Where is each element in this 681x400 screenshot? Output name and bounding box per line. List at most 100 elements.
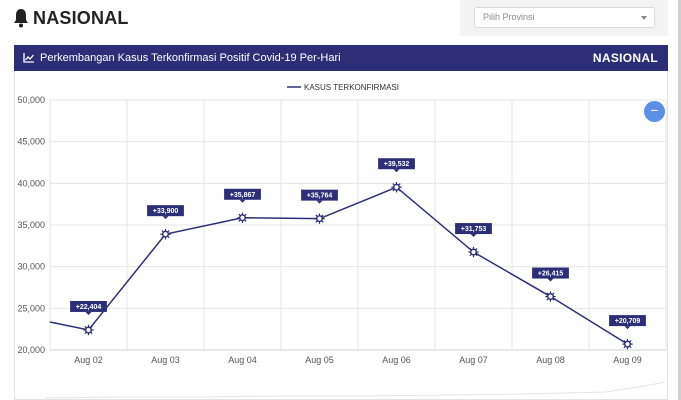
- virus-marker-spike: [629, 345, 632, 349]
- x-tick-label: Aug 03: [151, 355, 180, 365]
- data-label-pointer: [85, 311, 92, 315]
- data-label-box: [147, 205, 184, 217]
- virus-marker-core: [85, 326, 92, 334]
- virus-marker-spike: [398, 188, 401, 192]
- province-select[interactable]: Pilih Provinsi: [474, 7, 655, 28]
- data-label: +31,753: [455, 223, 492, 238]
- data-label-pointer: [624, 326, 631, 330]
- data-labels: +22,404 +33,900 +35,867 +35,764 +39,532 +31,7…: [70, 158, 646, 330]
- series-line: [49, 186, 628, 345]
- data-label-pointer: [162, 216, 169, 220]
- virus-marker-spike: [84, 331, 87, 335]
- navigator-preview: [45, 381, 665, 399]
- bell-icon: [14, 9, 28, 28]
- virus-marker-spike: [238, 213, 241, 217]
- virus-marker-core: [162, 230, 169, 238]
- zoom-out-button[interactable]: −: [644, 101, 665, 122]
- data-label: +35,867: [224, 188, 261, 203]
- data-point-marker: [468, 246, 479, 258]
- x-tick-label: Aug 05: [305, 355, 334, 365]
- virus-marker-spike: [546, 298, 549, 301]
- y-tick-label: 40,000: [17, 178, 45, 188]
- virus-marker-spike: [552, 292, 555, 295]
- chart-legend: KASUS TERKONFIRMASI: [287, 83, 399, 92]
- x-tick-label: Aug 02: [74, 355, 103, 365]
- virus-marker-spike: [475, 253, 478, 257]
- data-points: [83, 182, 633, 350]
- virus-marker-spike: [167, 235, 170, 239]
- virus-marker-spike: [90, 331, 93, 335]
- virus-marker-core: [393, 183, 400, 191]
- top-bar: NASIONAL Pilih Provinsi: [0, 0, 681, 40]
- scrollbar[interactable]: [678, 0, 681, 400]
- virus-marker-core: [239, 214, 246, 222]
- data-point-marker: [314, 213, 325, 224]
- virus-marker-spike: [469, 247, 472, 251]
- virus-marker-spike: [392, 183, 395, 186]
- virus-marker-spike: [398, 183, 401, 186]
- y-tick-label: 35,000: [17, 220, 45, 230]
- data-point-marker: [83, 324, 94, 336]
- data-label-pointer: [316, 200, 323, 204]
- chart-panel-title: Perkembangan Kasus Terkonfirmasi Positif…: [40, 52, 341, 64]
- province-select-value: Pilih Provinsi: [483, 12, 535, 22]
- data-label: +20,709: [609, 315, 646, 330]
- data-label-text: +20,709: [615, 318, 641, 325]
- data-label: +39,532: [378, 158, 415, 173]
- virus-marker-spike: [315, 214, 318, 218]
- data-point-marker: [391, 182, 402, 193]
- y-tick-label: 25,000: [17, 303, 45, 313]
- virus-marker-spike: [629, 339, 632, 343]
- virus-marker-spike: [238, 219, 241, 222]
- virus-marker-spike: [623, 345, 626, 349]
- data-label-box: [455, 223, 492, 235]
- data-point-marker: [237, 212, 248, 223]
- chevron-down-icon: [641, 16, 647, 20]
- y-tick-label: 45,000: [17, 137, 45, 147]
- virus-marker-spike: [167, 230, 170, 233]
- data-point-marker: [622, 338, 633, 350]
- data-label-box: [224, 188, 261, 200]
- legend-label: KASUS TERKONFIRMASI: [304, 83, 399, 92]
- data-label-text: +22,404: [76, 304, 102, 311]
- data-label-text: +33,900: [153, 208, 179, 215]
- x-tick-label: Aug 07: [459, 355, 488, 365]
- data-label: +26,415: [532, 267, 569, 282]
- x-tick-label: Aug 08: [536, 355, 565, 365]
- virus-marker-spike: [546, 292, 549, 295]
- x-tick-label: Aug 06: [382, 355, 411, 365]
- data-label-box: [532, 267, 569, 279]
- virus-marker-spike: [315, 220, 318, 223]
- data-label: +33,900: [147, 205, 184, 220]
- data-label-pointer: [547, 278, 554, 282]
- virus-marker-spike: [469, 253, 472, 257]
- virus-marker-spike: [161, 230, 164, 233]
- data-label-pointer: [470, 234, 477, 238]
- chart-panel-scope: NASIONAL: [592, 51, 658, 65]
- virus-marker-spike: [244, 219, 247, 222]
- line-chart-icon: [23, 53, 34, 63]
- virus-marker-spike: [623, 339, 626, 343]
- y-tick-label: 50,000: [17, 95, 45, 105]
- virus-marker-spike: [475, 247, 478, 251]
- data-point-marker: [545, 291, 556, 302]
- virus-marker-spike: [84, 325, 87, 329]
- virus-marker-spike: [321, 220, 324, 223]
- x-tick-label: Aug 09: [613, 355, 642, 365]
- virus-marker-spike: [244, 213, 247, 217]
- y-axis-ticks: 20,000 25,000 30,000 35,000 40,000 45,000 50,0…: [17, 95, 45, 355]
- series-line-path: [49, 186, 628, 345]
- data-label-box: [70, 300, 107, 312]
- data-label-text: +39,532: [384, 161, 410, 168]
- data-label-box: [301, 189, 338, 201]
- y-tick-label: 30,000: [17, 262, 45, 272]
- page-title: NASIONAL: [33, 8, 129, 28]
- data-label-text: +35,867: [230, 192, 256, 199]
- chart-panel-header: Perkembangan Kasus Terkonfirmasi Positif…: [14, 45, 668, 71]
- virus-marker-spike: [90, 325, 93, 329]
- data-label: +35,764: [301, 189, 338, 204]
- data-label-pointer: [239, 199, 246, 203]
- chart-panel: [14, 45, 668, 400]
- data-label-text: +31,753: [461, 226, 487, 233]
